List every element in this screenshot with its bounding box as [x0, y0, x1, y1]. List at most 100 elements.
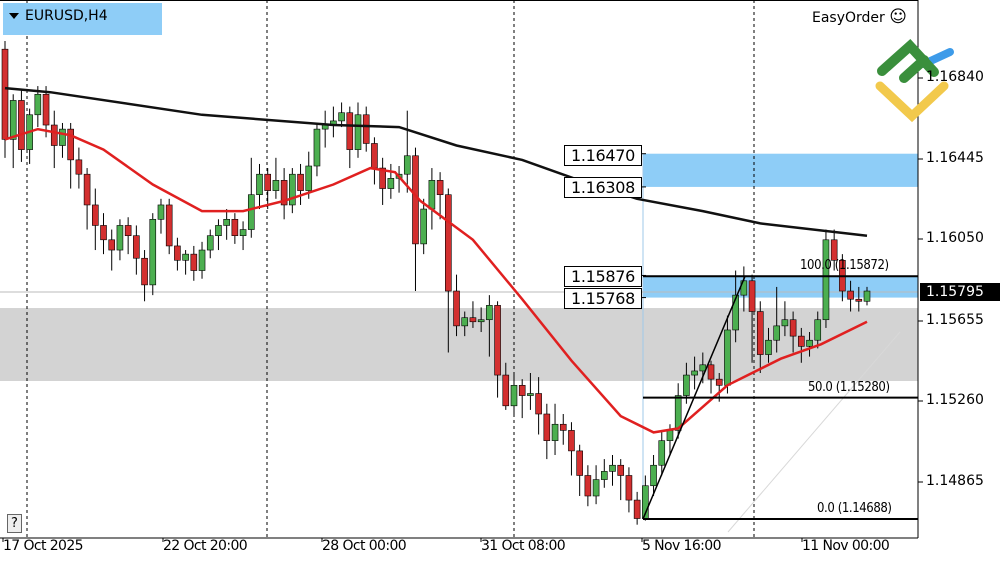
- y-tick: 1.16445: [926, 150, 984, 166]
- candle-body: [256, 173, 263, 196]
- candle-body: [182, 253, 189, 261]
- candle-body: [206, 235, 214, 251]
- candle-body: [502, 374, 510, 407]
- supply-zone: [643, 153, 918, 187]
- x-tick: 22 Oct 20:00: [163, 538, 248, 554]
- candle-body: [453, 290, 460, 327]
- zone-price-label[interactable]: 1.16308: [564, 177, 642, 198]
- candle-body: [116, 225, 124, 251]
- y-tick: 1.14865: [926, 473, 984, 489]
- candle-body: [814, 319, 822, 341]
- candle-body: [83, 173, 91, 206]
- candle-body: [59, 128, 66, 146]
- candle-body: [133, 235, 140, 259]
- candle-body: [231, 218, 239, 236]
- current-price-label: 1.15795: [920, 283, 1000, 301]
- candle-body: [830, 239, 838, 261]
- candle-body: [297, 173, 304, 191]
- candle-body: [724, 329, 731, 386]
- candle-body: [223, 218, 230, 226]
- candle-body: [428, 180, 436, 210]
- moving-average-slow: [4, 86, 868, 237]
- candle-body: [42, 93, 50, 126]
- supply-zone: [643, 275, 918, 298]
- easyorder-button[interactable]: EasyOrder ☺: [812, 7, 907, 27]
- zone-price-label[interactable]: 1.15876: [564, 266, 642, 287]
- symbol-header[interactable]: EURUSD,H4: [3, 3, 162, 35]
- candle-body: [543, 413, 551, 441]
- candle-body: [264, 173, 272, 191]
- candle-body: [798, 335, 805, 347]
- candle-body: [174, 245, 181, 261]
- candle-body: [92, 204, 99, 226]
- candle-body: [215, 225, 222, 236]
- y-tick: 1.16050: [926, 230, 984, 246]
- y-tick: 1.15655: [926, 312, 984, 328]
- candle-body: [535, 393, 542, 415]
- y-tick: 1.16840: [926, 69, 984, 85]
- candle-body: [863, 290, 871, 302]
- candle-body: [477, 319, 485, 323]
- candle-body: [346, 112, 354, 150]
- candle-body: [568, 430, 575, 452]
- candle-body: [280, 180, 288, 206]
- moving-average-fast: [4, 127, 868, 434]
- candle-body: [34, 93, 42, 116]
- candle-body: [387, 178, 395, 189]
- candle-body: [1, 48, 9, 140]
- fib-level-label: 0.0 (1.14688): [817, 501, 892, 516]
- candle-body: [633, 499, 641, 519]
- candle-body: [379, 167, 386, 189]
- candle-body: [510, 385, 518, 407]
- candle-body: [518, 385, 526, 396]
- fib-trend-line: [642, 275, 746, 520]
- candle-body: [100, 225, 107, 241]
- symbol-timeframe: EURUSD,H4: [25, 8, 108, 24]
- candle-body: [600, 471, 608, 480]
- help-button[interactable]: ?: [7, 514, 22, 533]
- zone-price-label[interactable]: 1.16470: [564, 145, 642, 166]
- trendline: [727, 331, 901, 533]
- candle-body: [247, 194, 255, 230]
- candle-body: [756, 311, 764, 355]
- candle-body: [527, 393, 534, 396]
- candle-body: [75, 159, 83, 175]
- candle-body: [149, 218, 157, 286]
- zone-price-label[interactable]: 1.15768: [564, 288, 642, 309]
- candle-body: [773, 325, 780, 341]
- candle-body: [748, 280, 756, 312]
- candle-body: [806, 339, 813, 347]
- candle-body: [847, 290, 854, 300]
- candle-body: [559, 423, 567, 431]
- candle-body: [272, 180, 280, 191]
- candle-body: [781, 319, 789, 327]
- candle-body: [165, 204, 173, 247]
- fib-level-label: 100.0 (1.15872): [800, 258, 889, 273]
- candle-body: [362, 114, 370, 144]
- candle-body: [855, 298, 863, 302]
- candle-body: [691, 370, 698, 376]
- candle-body: [338, 112, 345, 122]
- dropdown-triangle-icon[interactable]: [9, 13, 19, 19]
- candle-body: [494, 305, 501, 376]
- candle-body: [617, 464, 625, 476]
- y-tick: 1.15260: [926, 392, 984, 408]
- candle-body: [445, 194, 452, 292]
- candle-body: [715, 378, 723, 386]
- candle-body: [658, 440, 666, 466]
- x-tick: 17 Oct 2025: [3, 538, 84, 554]
- smiley-icon: ☺: [889, 7, 907, 27]
- easyorder-label: EasyOrder: [812, 10, 885, 26]
- candle-body: [141, 257, 148, 286]
- candle-body: [486, 305, 493, 321]
- candle-body: [289, 173, 296, 206]
- candle-body: [198, 249, 206, 271]
- x-tick: 11 Nov 00:00: [802, 538, 890, 554]
- candle-body: [412, 155, 419, 245]
- candle-body: [789, 319, 797, 337]
- candle-body: [551, 423, 559, 441]
- candle-body: [67, 128, 74, 161]
- candle-body: [650, 464, 657, 487]
